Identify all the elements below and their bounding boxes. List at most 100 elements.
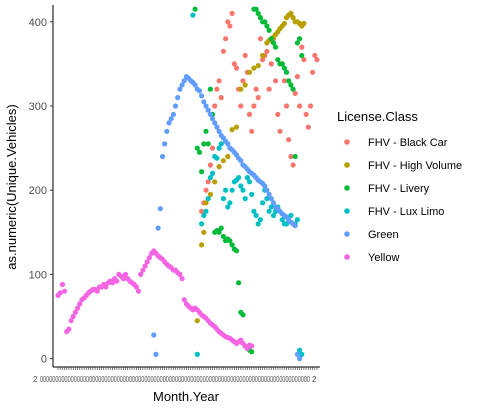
- data-point: [266, 27, 272, 33]
- legend-label: FHV - Black Car: [368, 137, 448, 149]
- data-point: [251, 103, 257, 109]
- data-point: [277, 128, 283, 134]
- data-point: [236, 175, 242, 181]
- series-yellow: [55, 248, 255, 352]
- data-point: [249, 343, 255, 349]
- data-point: [249, 128, 255, 134]
- data-point: [159, 153, 166, 160]
- data-point: [166, 120, 172, 126]
- data-point: [294, 217, 300, 223]
- data-point: [253, 6, 259, 12]
- data-point: [279, 217, 285, 223]
- data-point: [133, 284, 139, 290]
- data-point: [240, 312, 246, 318]
- data-point: [214, 155, 220, 161]
- data-point: [262, 19, 268, 25]
- legend-key: [344, 254, 350, 260]
- svg-text:2: 2: [312, 375, 317, 384]
- data-point: [310, 69, 316, 75]
- data-point: [227, 200, 233, 206]
- data-point: [288, 10, 294, 16]
- data-point: [229, 127, 235, 133]
- data-point: [292, 153, 298, 160]
- data-point: [199, 221, 205, 227]
- data-point: [292, 90, 298, 96]
- data-point: [246, 179, 253, 185]
- series-fhv-livery: [192, 6, 305, 355]
- data-point: [249, 349, 255, 355]
- data-point: [170, 111, 176, 117]
- data-point: [255, 63, 261, 69]
- data-point: [192, 6, 198, 12]
- data-point: [205, 107, 211, 113]
- data-point: [264, 196, 270, 202]
- data-point: [225, 204, 231, 210]
- data-point: [216, 78, 222, 84]
- svg-text:000000000000000000000000000000: 0000000000000000000000000000000000000000…: [40, 375, 310, 384]
- data-point: [286, 78, 292, 84]
- data-point: [301, 20, 307, 27]
- data-point: [142, 263, 148, 269]
- data-point: [268, 61, 274, 67]
- data-point: [66, 326, 72, 332]
- data-point: [214, 124, 220, 130]
- data-point: [175, 95, 181, 101]
- data-point: [75, 305, 81, 311]
- data-point: [281, 65, 287, 71]
- series-fhv-black-car: [199, 10, 320, 214]
- data-point: [225, 153, 231, 160]
- data-point: [299, 44, 305, 50]
- legend-label: FHV - Livery: [368, 183, 430, 195]
- data-point: [203, 200, 209, 206]
- data-point: [281, 78, 287, 84]
- data-point: [273, 78, 279, 84]
- data-point: [249, 191, 255, 197]
- data-point: [286, 137, 292, 143]
- data-point: [205, 141, 211, 147]
- data-point: [246, 111, 253, 117]
- data-point: [140, 267, 146, 273]
- y-tick-label: 100: [29, 269, 47, 281]
- data-point: [229, 10, 235, 16]
- data-point: [260, 52, 266, 59]
- data-point: [299, 52, 305, 59]
- data-point: [157, 206, 163, 212]
- data-point: [220, 48, 226, 54]
- data-point: [216, 145, 222, 151]
- data-point: [196, 149, 203, 155]
- data-point: [283, 103, 290, 109]
- data-point: [207, 86, 213, 92]
- data-point: [164, 128, 170, 134]
- data-point: [246, 69, 253, 75]
- data-point: [294, 74, 300, 80]
- data-point: [297, 356, 303, 362]
- data-point: [297, 347, 303, 353]
- data-point: [203, 187, 209, 193]
- data-point: [299, 351, 305, 357]
- data-point: [203, 128, 209, 134]
- data-point: [77, 301, 83, 307]
- data-point: [162, 141, 168, 147]
- y-ticks: 0 100 200 300 400: [29, 17, 53, 366]
- legend-key: [344, 231, 350, 237]
- legend-key: [344, 208, 350, 214]
- data-point: [218, 141, 224, 147]
- data-point: [207, 175, 213, 181]
- data-point: [292, 223, 298, 229]
- data-point: [109, 280, 115, 286]
- data-point: [297, 36, 303, 42]
- data-point: [264, 187, 270, 193]
- data-point: [153, 351, 159, 357]
- data-point: [273, 44, 279, 50]
- data-point: [229, 187, 235, 193]
- legend-label: Yellow: [368, 252, 399, 264]
- data-point: [216, 229, 222, 235]
- data-point: [227, 23, 233, 29]
- data-point: [301, 57, 307, 63]
- data-point: [209, 116, 216, 122]
- data-point: [203, 103, 209, 109]
- data-point: [212, 179, 218, 185]
- data-point: [251, 65, 257, 71]
- data-point: [260, 200, 266, 206]
- data-point: [238, 183, 244, 189]
